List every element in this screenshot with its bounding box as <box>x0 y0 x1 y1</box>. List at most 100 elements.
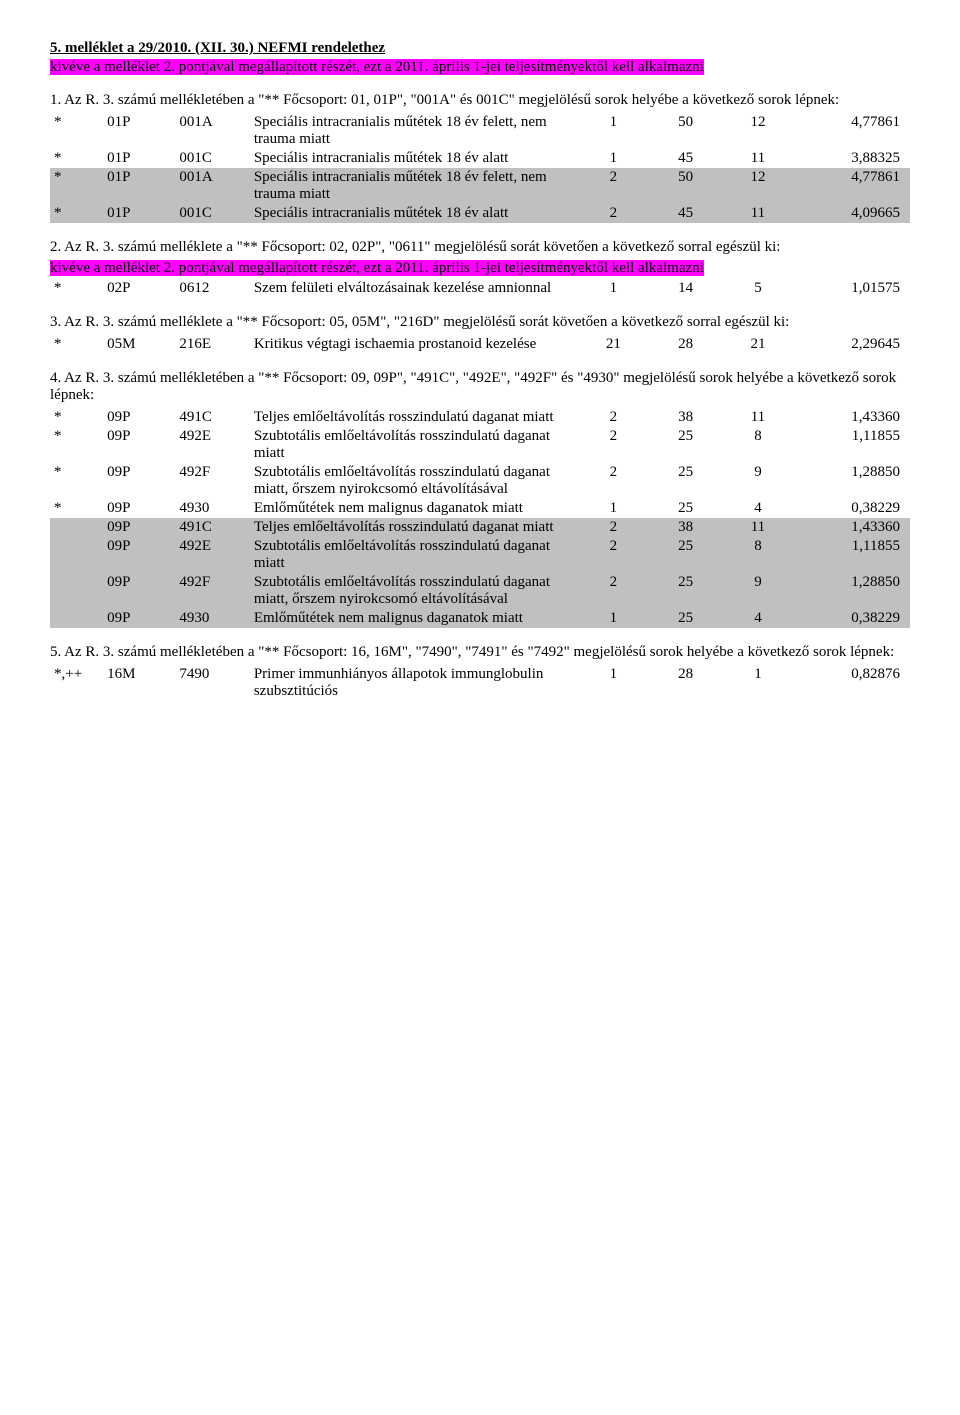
cell-c5: 45 <box>650 149 722 168</box>
cell-c7: 1,43360 <box>794 518 910 537</box>
cell-c1: 09P <box>103 609 175 628</box>
cell-c2: 492F <box>175 463 249 499</box>
cell-c4: 2 <box>577 168 649 204</box>
table-row: *,++16M7490Primer immunhiányos állapotok… <box>50 665 910 701</box>
section-3-table: *05M216EKritikus végtagi ischaemia prost… <box>50 335 910 354</box>
cell-c7: 0,38229 <box>794 499 910 518</box>
cell-c4: 21 <box>577 335 649 354</box>
cell-c6: 11 <box>722 518 794 537</box>
cell-c1: 09P <box>103 408 175 427</box>
cell-c3: Emlőműtétek nem malignus daganatok miatt <box>250 609 577 628</box>
cell-c7: 2,29645 <box>794 335 910 354</box>
cell-c4: 2 <box>577 408 649 427</box>
table-row: *01P001CSpeciális intracranialis műtétek… <box>50 204 910 223</box>
cell-c7: 1,01575 <box>794 279 910 298</box>
cell-c5: 25 <box>650 573 722 609</box>
cell-c7: 1,11855 <box>794 427 910 463</box>
cell-c0: * <box>50 408 103 427</box>
cell-c2: 491C <box>175 408 249 427</box>
cell-c3: Speciális intracranialis műtétek 18 év a… <box>250 149 577 168</box>
cell-c1: 09P <box>103 463 175 499</box>
cell-c7: 3,88325 <box>794 149 910 168</box>
section-5-table: *,++16M7490Primer immunhiányos állapotok… <box>50 665 910 701</box>
table-row: *02P0612Szem felületi elváltozásainak ke… <box>50 279 910 298</box>
section-5-intro: 5. Az R. 3. számú mellékletében a "** Fő… <box>50 644 910 661</box>
cell-c7: 0,38229 <box>794 609 910 628</box>
table-row: *09P4930Emlőműtétek nem malignus daganat… <box>50 499 910 518</box>
cell-c7: 4,77861 <box>794 168 910 204</box>
table-row: *01P001ASpeciális intracranialis műtétek… <box>50 168 910 204</box>
cell-c2: 0612 <box>175 279 249 298</box>
cell-c5: 25 <box>650 499 722 518</box>
cell-c3: Teljes emlőeltávolítás rosszindulatú dag… <box>250 518 577 537</box>
cell-c5: 25 <box>650 427 722 463</box>
cell-c7: 1,28850 <box>794 573 910 609</box>
table-row: 09P492FSzubtotális emlőeltávolítás rossz… <box>50 573 910 609</box>
cell-c4: 2 <box>577 537 649 573</box>
cell-c3: Speciális intracranialis műtétek 18 év f… <box>250 113 577 149</box>
cell-c2: 4930 <box>175 609 249 628</box>
cell-c3: Speciális intracranialis műtétek 18 év a… <box>250 204 577 223</box>
cell-c4: 1 <box>577 279 649 298</box>
cell-c4: 2 <box>577 573 649 609</box>
cell-c3: Szubtotális emlőeltávolítás rosszindulat… <box>250 463 577 499</box>
cell-c1: 01P <box>103 113 175 149</box>
cell-c5: 38 <box>650 408 722 427</box>
cell-c3: Szubtotális emlőeltávolítás rosszindulat… <box>250 537 577 573</box>
cell-c0: * <box>50 499 103 518</box>
cell-c2: 001A <box>175 113 249 149</box>
cell-c0: * <box>50 149 103 168</box>
cell-c5: 50 <box>650 168 722 204</box>
cell-c2: 001C <box>175 149 249 168</box>
cell-c4: 1 <box>577 113 649 149</box>
cell-c2: 001A <box>175 168 249 204</box>
cell-c6: 8 <box>722 427 794 463</box>
cell-c5: 28 <box>650 665 722 701</box>
cell-c7: 1,43360 <box>794 408 910 427</box>
table-row: 09P491CTeljes emlőeltávolítás rosszindul… <box>50 518 910 537</box>
cell-c2: 492F <box>175 573 249 609</box>
cell-c1: 01P <box>103 204 175 223</box>
cell-c5: 25 <box>650 609 722 628</box>
table-row: 09P4930Emlőműtétek nem malignus daganato… <box>50 609 910 628</box>
cell-c6: 21 <box>722 335 794 354</box>
table-row: *09P492FSzubtotális emlőeltávolítás ross… <box>50 463 910 499</box>
table-row: *01P001ASpeciális intracranialis műtétek… <box>50 113 910 149</box>
cell-c4: 1 <box>577 665 649 701</box>
cell-c0: * <box>50 113 103 149</box>
cell-c2: 216E <box>175 335 249 354</box>
table-row: 09P492ESzubtotális emlőeltávolítás rossz… <box>50 537 910 573</box>
cell-c1: 09P <box>103 537 175 573</box>
cell-c3: Szem felületi elváltozásainak kezelése a… <box>250 279 577 298</box>
cell-c3: Speciális intracranialis műtétek 18 év f… <box>250 168 577 204</box>
cell-c2: 4930 <box>175 499 249 518</box>
cell-c0 <box>50 609 103 628</box>
cell-c6: 9 <box>722 573 794 609</box>
table-row: *05M216EKritikus végtagi ischaemia prost… <box>50 335 910 354</box>
cell-c6: 12 <box>722 168 794 204</box>
cell-c0: *,++ <box>50 665 103 701</box>
cell-c3: Szubtotális emlőeltávolítás rosszindulat… <box>250 573 577 609</box>
cell-c1: 09P <box>103 518 175 537</box>
cell-c7: 4,77861 <box>794 113 910 149</box>
cell-c6: 11 <box>722 204 794 223</box>
cell-c4: 2 <box>577 427 649 463</box>
cell-c6: 12 <box>722 113 794 149</box>
cell-c0 <box>50 518 103 537</box>
cell-c7: 0,82876 <box>794 665 910 701</box>
cell-c0: * <box>50 168 103 204</box>
cell-c7: 4,09665 <box>794 204 910 223</box>
cell-c0 <box>50 573 103 609</box>
highlight-note-2: kivéve a melléklet 2. pontjával megállap… <box>50 260 704 276</box>
cell-c0: * <box>50 427 103 463</box>
table-row: *01P001CSpeciális intracranialis műtétek… <box>50 149 910 168</box>
cell-c3: Emlőműtétek nem malignus daganatok miatt <box>250 499 577 518</box>
cell-c3: Szubtotális emlőeltávolítás rosszindulat… <box>250 427 577 463</box>
cell-c5: 50 <box>650 113 722 149</box>
cell-c6: 4 <box>722 499 794 518</box>
section-2-table: *02P0612Szem felületi elváltozásainak ke… <box>50 279 910 298</box>
cell-c0: * <box>50 204 103 223</box>
cell-c3: Teljes emlőeltávolítás rosszindulatú dag… <box>250 408 577 427</box>
cell-c0 <box>50 537 103 573</box>
doc-title: 5. melléklet a 29/2010. (XII. 30.) NEFMI… <box>50 40 910 57</box>
